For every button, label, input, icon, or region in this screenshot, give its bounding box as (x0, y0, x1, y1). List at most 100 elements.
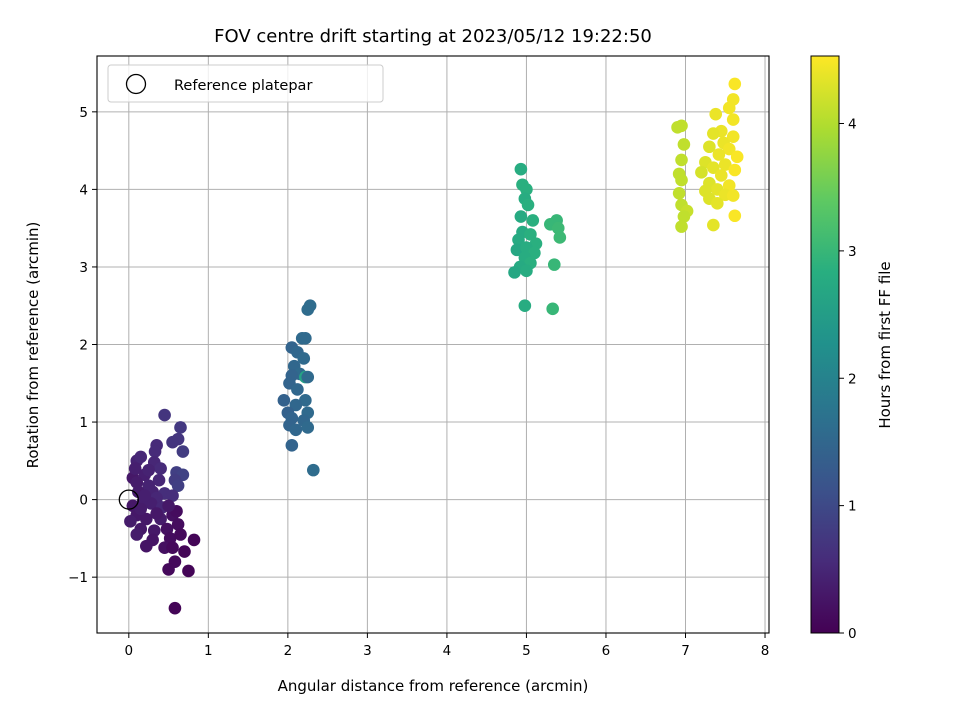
data-point (168, 601, 182, 615)
data-point (171, 479, 185, 492)
data-point (526, 214, 540, 227)
x-tick-label: 5 (522, 643, 531, 659)
colorbar-tick-label: 4 (848, 117, 857, 133)
data-point (529, 237, 543, 250)
data-point (707, 218, 720, 232)
data-point (709, 107, 723, 121)
x-tick-label: 8 (761, 643, 770, 659)
x-tick-label: 1 (204, 643, 213, 659)
y-tick-label: 1 (79, 415, 88, 431)
data-point (166, 489, 179, 503)
colorbar-tick-label: 3 (848, 244, 857, 260)
data-point (150, 507, 163, 520)
data-point (728, 209, 742, 223)
data-point (722, 142, 736, 156)
data-point (675, 153, 688, 167)
data-point (546, 302, 559, 316)
data-point (140, 539, 153, 553)
data-point (187, 533, 201, 547)
x-tick-label: 2 (284, 643, 293, 659)
data-point (158, 408, 171, 422)
data-points (124, 77, 744, 615)
data-point (524, 228, 537, 241)
data-point (147, 524, 161, 537)
data-point (730, 150, 744, 164)
data-point (178, 545, 191, 558)
data-point (521, 198, 535, 212)
data-point (166, 541, 179, 554)
data-point (128, 462, 142, 475)
data-point (726, 189, 740, 202)
data-point (301, 303, 315, 316)
data-point (726, 113, 740, 126)
data-point (124, 515, 137, 528)
colorbar-label: Hours from first FF file (876, 261, 894, 428)
data-point (714, 169, 728, 182)
data-point (291, 383, 304, 396)
y-axis-label: Rotation from reference (arcmin) (24, 222, 42, 469)
data-point (508, 266, 521, 279)
data-point (297, 352, 311, 365)
data-point (726, 130, 740, 143)
data-point (130, 476, 144, 489)
colorbar-ticks: 0 1 2 3 4 (839, 117, 857, 642)
data-point (712, 148, 726, 161)
data-point (289, 423, 303, 437)
y-tick-label: 3 (79, 260, 88, 276)
data-point (510, 243, 524, 257)
data-point (722, 101, 736, 115)
data-point (307, 463, 320, 477)
data-point (707, 127, 720, 140)
data-point (285, 439, 299, 452)
legend-reference-marker-icon (125, 73, 147, 95)
data-point (551, 221, 565, 235)
legend: Reference platepar (107, 64, 384, 103)
data-point (301, 370, 315, 384)
data-point (547, 258, 561, 271)
data-point (528, 246, 541, 260)
y-tick-label: 2 (79, 338, 88, 354)
data-point (138, 489, 152, 503)
colorbar-gradient (810, 55, 840, 634)
data-point (299, 331, 312, 345)
data-point (703, 140, 716, 154)
data-point (671, 121, 684, 134)
legend-label-reference: Reference platepar (174, 78, 312, 94)
data-point (520, 183, 533, 196)
data-point (134, 450, 148, 464)
data-point (707, 161, 720, 174)
data-point (711, 197, 724, 210)
y-axis-ticks: −1 0 1 2 3 4 5 (68, 105, 97, 586)
data-point (162, 499, 175, 513)
data-point (152, 473, 166, 487)
data-point (728, 163, 742, 177)
data-point (142, 463, 155, 477)
y-tick-label: 4 (79, 182, 88, 198)
data-point (174, 528, 187, 541)
data-point (675, 220, 688, 233)
data-point (176, 445, 190, 458)
x-tick-label: 3 (363, 643, 372, 659)
data-point (154, 462, 167, 475)
data-point (171, 518, 185, 531)
data-point (518, 299, 532, 313)
colorbar: 0 1 2 3 4 Hours from first FF file (810, 55, 894, 642)
x-tick-label: 4 (443, 643, 452, 659)
data-point (130, 528, 144, 541)
x-tick-label: 6 (602, 643, 611, 659)
data-point (677, 138, 691, 151)
colorbar-tick-label: 1 (848, 499, 857, 515)
data-point (553, 231, 567, 244)
colorbar-tick-label: 2 (848, 371, 857, 387)
grid-lines (97, 56, 769, 633)
data-point (512, 233, 525, 247)
x-tick-label: 0 (125, 643, 134, 659)
data-point (514, 210, 528, 223)
data-point (299, 394, 312, 407)
data-point (182, 564, 195, 578)
data-point (148, 445, 162, 458)
data-point (675, 173, 688, 187)
y-tick-label: −1 (68, 570, 88, 586)
